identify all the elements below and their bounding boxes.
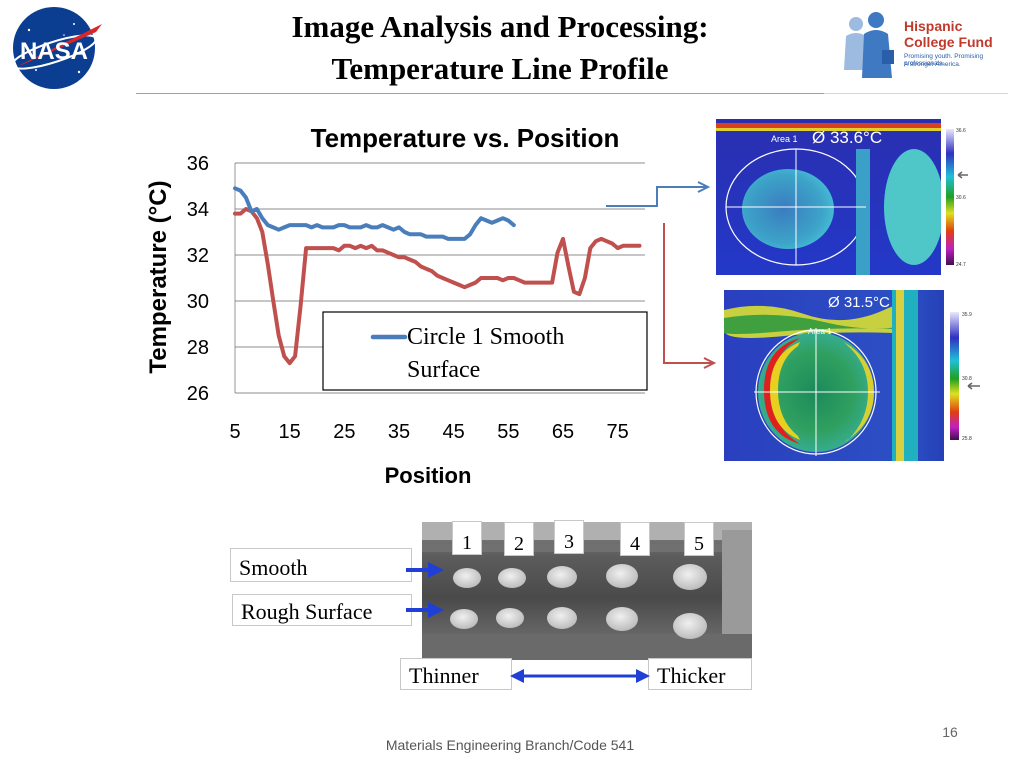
chart-x-tick-label: 5 xyxy=(229,421,240,443)
thermal-bottom-scale-max: 35.9 xyxy=(962,312,972,318)
chart-y-tick-label: 26 xyxy=(187,383,209,405)
thermal-top-scale-pointer-icon xyxy=(957,171,968,179)
chart-x-tick-label: 55 xyxy=(497,421,519,443)
thermal-bottom-scale-min: 25.8 xyxy=(962,436,972,442)
nasa-logo: NASA xyxy=(11,7,102,89)
chart-x-tick-label: 25 xyxy=(333,421,355,443)
chart-y-tick-label: 34 xyxy=(187,199,209,221)
slide-title-line2: Temperature Line Profile xyxy=(331,51,669,86)
thermal-bottom-readout: Ø 31.5°C xyxy=(828,294,890,311)
surface-pointer-arrows xyxy=(406,562,444,618)
circle-number-3: 3 xyxy=(554,520,584,554)
blue-connector-arrowhead xyxy=(697,181,711,193)
hcf-figures-icon xyxy=(844,12,894,78)
red-connector-arrow xyxy=(663,223,712,364)
circle-number-5: 5 xyxy=(684,522,714,556)
thinner-label: Thinner xyxy=(400,658,512,690)
smooth-pointer-arrowhead xyxy=(428,562,444,578)
footer-text: Materials Engineering Branch/Code 541 xyxy=(385,737,635,753)
thermal-top-scale-max: 36.6 xyxy=(956,128,966,134)
chart-y-tick-label: 30 xyxy=(187,291,209,313)
chart-legend: Circle 1 Smooth Surface xyxy=(322,311,648,391)
smooth-surface-label-text: Smooth xyxy=(239,555,308,580)
chart-title: Temperature vs. Position xyxy=(311,123,620,153)
slide-title-line1: Image Analysis and Processing: xyxy=(291,9,709,44)
thickness-double-arrow xyxy=(510,669,650,683)
thermal-bottom-scale-pointer-icon xyxy=(967,382,980,390)
circle-number-2: 2 xyxy=(504,522,534,556)
connector-arrows xyxy=(606,181,717,369)
chart-y-tick-label: 28 xyxy=(187,337,209,359)
thermal-top-scale-mid: 30.6 xyxy=(956,195,966,201)
chart-y-tick-label: 36 xyxy=(187,153,209,175)
title-divider xyxy=(136,93,824,94)
thermal-top-area-label: Area 1 xyxy=(771,134,798,144)
hispanic-college-fund-logo: Hispanic College Fund Promising youth. P… xyxy=(838,10,1018,85)
smooth-surface-label: Smooth xyxy=(230,548,412,582)
rough-pointer-arrowhead xyxy=(428,602,444,618)
chart-y-tick-label: 32 xyxy=(187,245,209,267)
chart-x-tick-label: 45 xyxy=(443,421,465,443)
rough-surface-label: Rough Surface xyxy=(232,594,412,626)
nasa-wordmark: NASA xyxy=(20,38,88,65)
chart-series xyxy=(233,186,642,366)
thermal-top-scale-min: 24.7 xyxy=(956,262,966,268)
chart-tick-labels: 36 34 32 30 28 26 5 15 25 35 45 55 65 75 xyxy=(187,153,629,443)
slide-number: 16 xyxy=(942,724,958,740)
hcf-name-line2: College Fund xyxy=(904,34,993,50)
thermal-bottom-area-label: Area 1 xyxy=(808,327,832,336)
blue-connector-arrow xyxy=(606,186,706,207)
chart-x-tick-label: 15 xyxy=(279,421,301,443)
thermal-image-top: Area 1 Ø 33.6°C 36.6 30.6 24.7 xyxy=(716,119,969,275)
red-connector-arrowhead xyxy=(703,357,717,369)
chart-series-line-red xyxy=(233,207,642,366)
thermal-top-readout: Ø 33.6°C xyxy=(812,128,882,147)
thicker-label: Thicker xyxy=(648,658,752,690)
chart-x-tick-label: 65 xyxy=(552,421,574,443)
chart-x-tick-label: 35 xyxy=(388,421,410,443)
circle-number-1: 1 xyxy=(452,521,482,555)
legend-label-line1: Circle 1 Smooth xyxy=(407,324,564,350)
hcf-tagline-line2: A stronger America. xyxy=(904,61,961,68)
chart-y-axis-label: Temperature (°C) xyxy=(145,180,172,373)
thermal-bottom-scale-mid: 30.8 xyxy=(962,376,972,382)
chart-x-tick-label: 75 xyxy=(607,421,629,443)
circle-number-4: 4 xyxy=(620,522,650,556)
thermal-image-bottom: Area 1 Ø 31.5°C 35.9 30.8 25.8 xyxy=(724,290,986,461)
title-divider-right xyxy=(824,93,1008,94)
temperature-chart: Temperature vs. Position Temperature (°C… xyxy=(145,123,648,488)
sample-photo-panel: 1 2 3 4 5 Smooth Rough Surface Thinner T… xyxy=(230,520,760,695)
legend-label-line2: Surface xyxy=(407,357,480,383)
hcf-tagline-line1: Promising youth. Promising professionals… xyxy=(904,53,984,67)
slide-title: Image Analysis and Processing: Temperatu… xyxy=(200,6,800,90)
chart-x-axis-label: Position xyxy=(385,463,472,488)
chart-series-line-blue xyxy=(233,186,516,241)
hcf-name-line1: Hispanic xyxy=(904,18,963,34)
